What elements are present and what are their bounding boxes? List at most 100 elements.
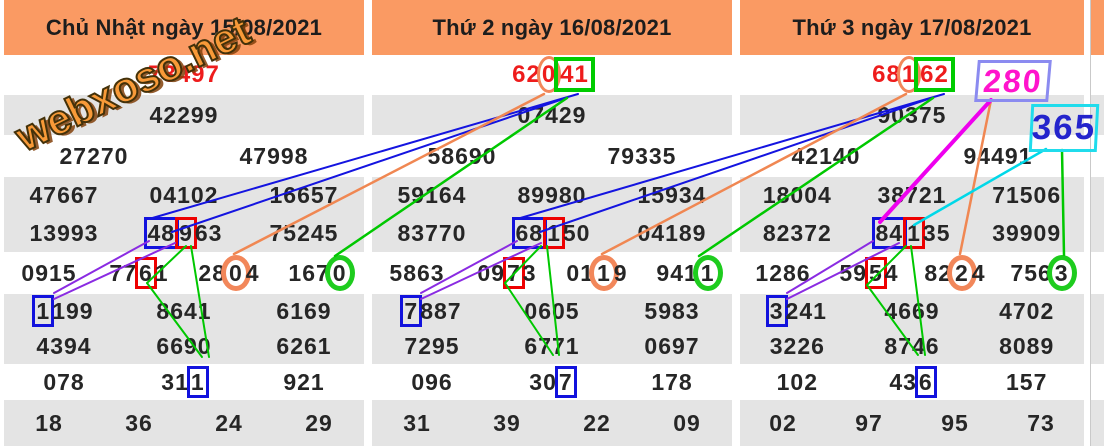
number-cell: 167 0: [274, 254, 364, 291]
prize-row-7: 1199 8641 6169: [4, 294, 364, 329]
prize-row-3: [1091, 135, 1104, 177]
number-cell: 0697: [612, 333, 732, 360]
digits: 77: [109, 259, 137, 286]
prize-row-9: 096 307 178: [372, 364, 732, 400]
number-cell: 79335: [552, 143, 732, 170]
digits: 42299: [149, 101, 219, 128]
digits: 8746: [884, 333, 940, 359]
number-cell: 8089: [969, 333, 1084, 360]
digits: 756: [1010, 259, 1052, 286]
blue-box-digit: 84: [871, 216, 908, 249]
day-header: Chủ Nhật ngày 15/08/2021: [4, 0, 364, 55]
digits: 71506: [992, 182, 1062, 208]
prize-row-2: 07429: [372, 95, 732, 135]
orange-ellipse-digit: 0: [536, 56, 562, 93]
prize-row-1: 620 41: [372, 55, 732, 95]
red-box-digit: 6: [135, 256, 157, 289]
day-header: [1091, 0, 1104, 55]
number-cell: 59164: [372, 182, 492, 209]
digits: 6169: [276, 298, 332, 324]
digits: 95: [941, 409, 969, 436]
digits: 8641: [156, 298, 212, 324]
digits: 39909: [992, 219, 1062, 246]
number-cell: 157: [969, 369, 1084, 396]
number-cell: 5983: [612, 298, 732, 325]
number-cell: 436: [855, 365, 970, 398]
prize-row-7: [1091, 294, 1104, 329]
number-cell: 5863: [372, 260, 462, 287]
red-box-digit: 1: [903, 216, 925, 249]
prize-row-5: 13993 48 963 75245: [4, 214, 364, 252]
prize-row-10: 18 36 24 29: [4, 400, 364, 446]
number-cell: 38721: [855, 182, 970, 209]
blue-box-digit: 1: [32, 295, 55, 327]
number-cell: 39909: [969, 220, 1084, 247]
prize-row-1: [1091, 55, 1104, 95]
blue-box-digit: 7: [554, 365, 577, 398]
digits: 47667: [29, 182, 99, 208]
day-column-partial: [1090, 0, 1104, 446]
green-circle-digit: 1: [692, 254, 723, 291]
number-cell: 24: [184, 410, 274, 437]
digits: 921: [283, 368, 325, 395]
prize-row-5: 83770 68 150 04189: [372, 214, 732, 252]
prize-row-8: 4394 6690 6261: [4, 329, 364, 364]
number-cell: 04102: [124, 182, 244, 209]
blue-box-digit: 7: [400, 295, 423, 327]
green-box-digit: 41: [554, 57, 595, 92]
digits: 157: [1005, 368, 1048, 395]
number-cell: 7761: [94, 256, 184, 289]
number-cell: 75245: [244, 220, 364, 247]
digits: 39: [493, 409, 521, 436]
prize-row-6: 0915 7761 28 0 4 167 0: [4, 252, 364, 294]
digits: 01: [566, 259, 594, 286]
digits: 02: [769, 409, 797, 436]
digits: 4: [245, 259, 260, 286]
digits: 07429: [517, 101, 587, 128]
prize-row-1: 681 62: [740, 55, 1084, 95]
number-cell: 02: [740, 410, 826, 437]
digits: 3226: [769, 333, 825, 359]
digits: 68: [872, 61, 901, 88]
number-cell: 16657: [244, 182, 364, 209]
digits: 0915: [21, 259, 77, 286]
digits: 73: [1027, 409, 1055, 436]
digits: 30: [529, 368, 557, 395]
prize-row-6: 1286 5954 82 2 4 756 3: [740, 252, 1084, 294]
prize-row-3: 58690 79335: [372, 135, 732, 177]
digits: 82372: [762, 219, 832, 246]
digits: 0697: [644, 333, 700, 359]
number-cell: 078: [4, 369, 124, 396]
digits: 167: [288, 259, 330, 286]
digits: 35: [922, 219, 951, 246]
digits: 79335: [607, 142, 677, 169]
number-cell: 13993: [4, 220, 124, 247]
number-cell: 47667: [4, 182, 124, 209]
number-cell: 0915: [4, 260, 94, 287]
digits: 18004: [762, 182, 832, 208]
digits: 59: [839, 259, 867, 286]
orange-ellipse-digit: 1: [896, 56, 922, 93]
number-cell: 84 135: [855, 216, 970, 249]
number-cell: 82372: [740, 220, 855, 247]
number-cell: 756 3: [998, 254, 1084, 291]
prize-row-2: [1091, 95, 1104, 135]
number-cell: 6169: [244, 298, 364, 325]
number-cell: 620 41: [372, 56, 732, 93]
orange-circle-digit: 0: [221, 254, 251, 291]
prize-row-6: 5863 0973 01 1 9 941 1: [372, 252, 732, 294]
number-cell: 3241: [740, 295, 855, 327]
number-cell: 0973: [462, 256, 552, 289]
digits: 75245: [269, 219, 339, 246]
blue-box-digit: 48: [143, 216, 180, 249]
number-cell: 73497: [4, 61, 364, 89]
prize-row-10: 02 97 95 73: [740, 400, 1084, 446]
number-cell: 83770: [372, 220, 492, 247]
digits: 42140: [791, 142, 861, 169]
number-cell: 15934: [612, 182, 732, 209]
number-cell: 1286: [740, 260, 826, 287]
number-cell: 4669: [855, 298, 970, 325]
number-cell: 178: [612, 369, 732, 396]
digits: 6261: [276, 333, 332, 359]
